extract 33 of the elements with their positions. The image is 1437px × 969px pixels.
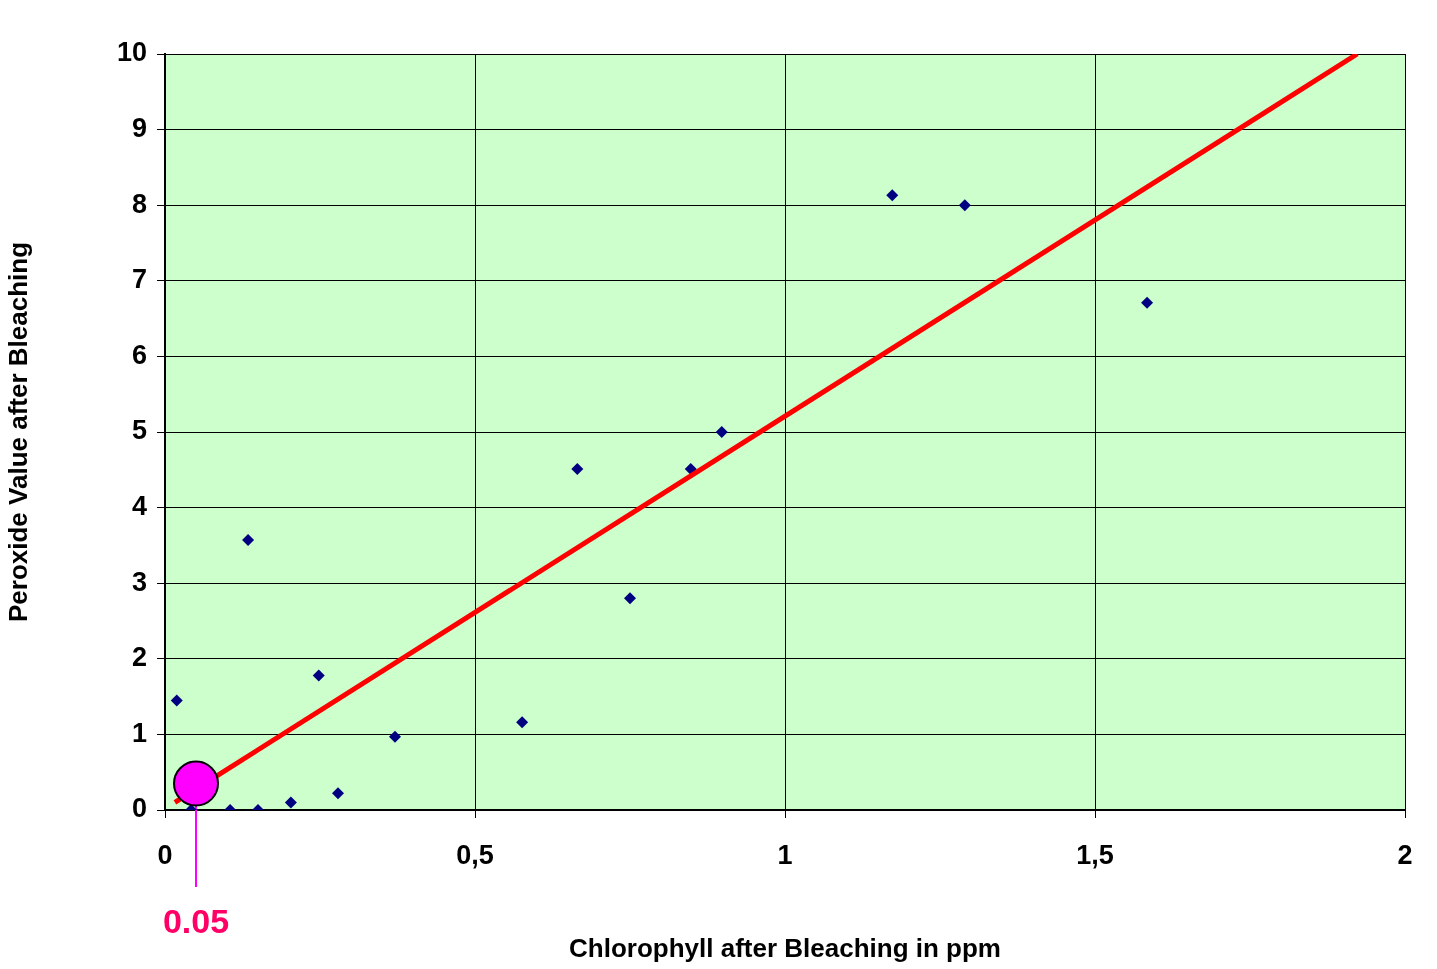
point (715, 426, 728, 438)
x-tick-label: 1 (777, 839, 793, 870)
point (389, 730, 402, 743)
y-tick-label: 8 (131, 188, 147, 219)
y-tick-label: 0 (131, 793, 147, 824)
point (1141, 296, 1154, 309)
point (331, 787, 344, 800)
y-tick-label: 9 (131, 113, 147, 144)
x-tick-label: 0,5 (456, 839, 494, 870)
point (312, 669, 325, 682)
y-tick-label: 1 (131, 717, 147, 748)
annotation: 0.05 (162, 902, 230, 941)
point (958, 199, 971, 212)
point (170, 694, 183, 707)
y-tick-label: 5 (131, 415, 147, 446)
y-tick-label: 10 (116, 37, 147, 68)
y-tick-label: 4 (131, 491, 147, 522)
y-tick-label: 6 (131, 339, 147, 370)
point (516, 716, 529, 729)
x-tick-label: 1,5 (1076, 839, 1114, 870)
y-tick-label: 3 (131, 566, 147, 597)
point (624, 592, 636, 605)
x-tick-label: 0 (157, 839, 173, 870)
y-tick-label: 2 (131, 642, 147, 673)
x-axis-title: Chlorophyll after Bleaching in ppm (569, 932, 1001, 963)
point (242, 534, 255, 547)
point (284, 796, 297, 809)
point (886, 189, 899, 202)
y-axis-title: Peroxide Value after Bleaching (2, 241, 33, 623)
point (173, 760, 219, 807)
point (571, 463, 584, 476)
x-tick-label: 2 (1397, 839, 1413, 870)
y-tick-label: 7 (131, 264, 147, 295)
